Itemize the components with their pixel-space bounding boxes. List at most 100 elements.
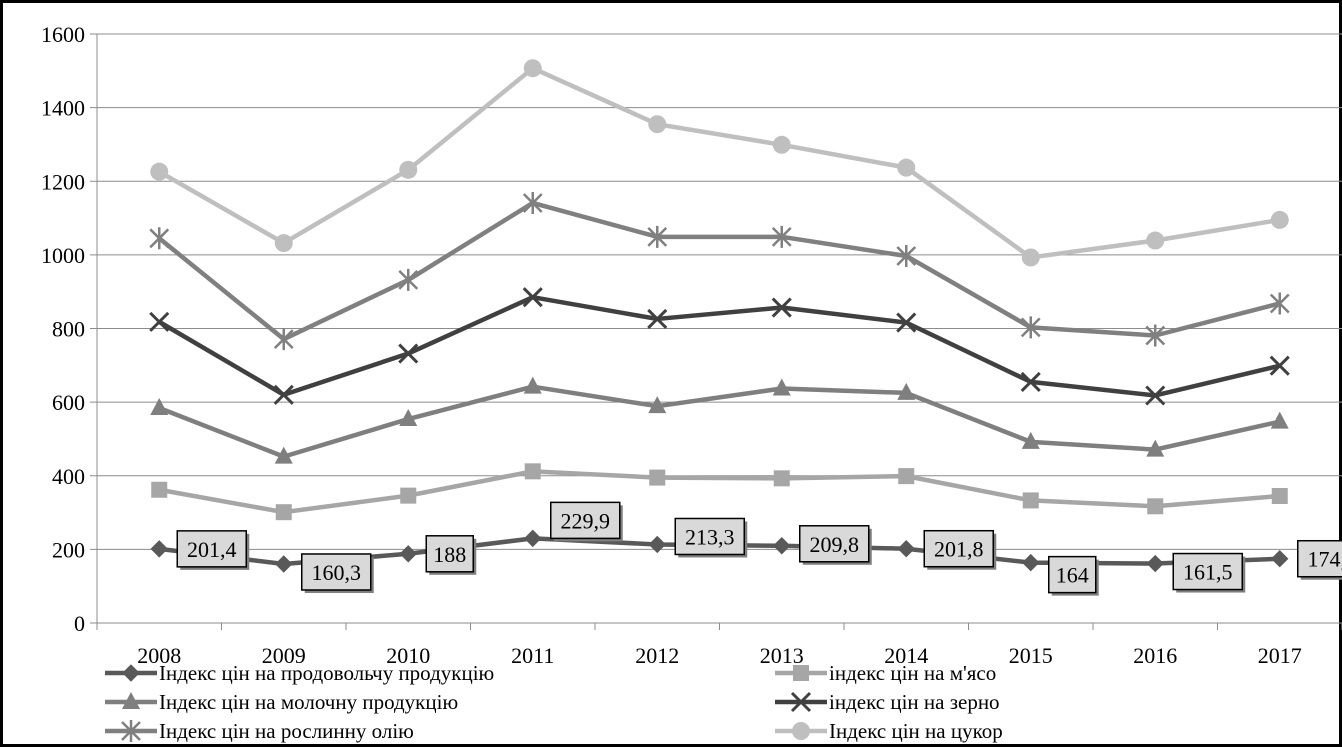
- series-line: [158, 294, 1281, 398]
- data-point: [1146, 554, 1164, 573]
- y-tick-label: 600: [52, 390, 85, 415]
- data-point: [1021, 431, 1040, 449]
- legend-item: Індекс цін на рослинну олію: [105, 719, 414, 743]
- data-point: [648, 396, 667, 414]
- data-label-text: 229,9: [561, 508, 611, 533]
- data-point: [274, 446, 293, 464]
- data-point: [896, 244, 917, 267]
- data-label-text: 188: [433, 542, 466, 567]
- data-point: [150, 398, 169, 416]
- y-tick-label: 1000: [41, 243, 85, 268]
- data-point: [773, 537, 791, 555]
- data-point: [1145, 385, 1166, 406]
- legend-label: індекс цін на м'ясо: [829, 661, 996, 685]
- data-label-box: [1172, 552, 1243, 591]
- data-point: [771, 297, 792, 318]
- data-label-text: 209,8: [810, 532, 860, 557]
- x-tick-label: 2012: [635, 643, 679, 668]
- x-tick-label: 2015: [1009, 643, 1053, 668]
- data-point: [1021, 248, 1040, 267]
- data-point: [149, 227, 170, 250]
- data-label: 161,5: [1172, 552, 1246, 593]
- data-point: [1145, 324, 1166, 347]
- data-point: [399, 545, 417, 563]
- x-tick-label: 2013: [760, 643, 804, 668]
- series-2: [151, 463, 1288, 521]
- data-point: [772, 378, 791, 396]
- legend-item: індекс цін на м'ясо: [775, 661, 996, 685]
- data-label: 201,4: [176, 530, 250, 570]
- series-line: [158, 65, 1281, 260]
- data-label-text: 161,5: [1183, 560, 1233, 585]
- data-point: [1269, 355, 1290, 376]
- data-label: 160,3: [301, 553, 374, 593]
- data-point: [1270, 411, 1289, 429]
- series-line: [157, 200, 1281, 342]
- data-point: [1147, 498, 1164, 515]
- legend: Індекс цін на продовольчу продукцію індек…: [105, 661, 1003, 743]
- legend-item: Індекс цін на молочну продукцію: [105, 690, 458, 714]
- data-label: 164: [1048, 555, 1099, 596]
- data-point: [648, 115, 667, 134]
- y-tick-label: 0: [74, 611, 85, 636]
- data-point: [149, 311, 170, 332]
- data-label: 229,9: [550, 501, 623, 542]
- data-point: [1271, 487, 1288, 504]
- data-label-box: [923, 529, 994, 568]
- data-label-text: 174,6: [1308, 547, 1342, 572]
- data-label-box: [1048, 555, 1097, 594]
- legend-item: Індекс цін на цукор: [775, 719, 1003, 743]
- data-point: [399, 409, 418, 427]
- data-point: [772, 135, 791, 154]
- x-tick-label: 2016: [1133, 643, 1177, 668]
- series-3: [150, 376, 1289, 464]
- data-label-box: [301, 553, 372, 591]
- data-label-box: [176, 530, 247, 568]
- data-point: [274, 234, 293, 253]
- data-point: [1020, 371, 1041, 392]
- legend-marker: [122, 664, 140, 682]
- data-point: [647, 308, 668, 329]
- series-6: [150, 59, 1289, 267]
- data-point: [273, 384, 294, 405]
- legend-item: індекс цін на зерно: [775, 690, 1000, 714]
- data-point: [773, 470, 790, 487]
- data-point: [1022, 553, 1040, 572]
- legend-label: Індекс цін на цукор: [829, 719, 1003, 743]
- data-point: [275, 555, 293, 573]
- data-point: [522, 191, 543, 214]
- data-point: [771, 225, 792, 248]
- data-label-text: 164: [1056, 563, 1089, 588]
- legend-label: Індекс цін на рослинну олію: [159, 719, 414, 743]
- legend-label: Індекс цін на молочну продукцію: [159, 690, 458, 714]
- series-line: [158, 469, 1280, 515]
- data-label-text: 160,3: [312, 560, 362, 585]
- data-point: [898, 468, 915, 485]
- data-point: [399, 160, 418, 179]
- x-tick-label: 2008: [137, 643, 181, 668]
- data-point: [1271, 550, 1289, 568]
- data-point: [1270, 210, 1289, 229]
- data-label: 201,8: [923, 529, 997, 570]
- legend-marker: [792, 722, 810, 740]
- series-4: [149, 287, 1290, 406]
- x-tick-label: 2011: [511, 643, 554, 668]
- y-tick-label: 200: [52, 537, 85, 562]
- axes: 0 200 400 600 800 1000 1200 1400 1600 2008 2009 201…: [41, 22, 1342, 668]
- data-point: [398, 343, 419, 364]
- data-point: [1020, 316, 1041, 339]
- data-point: [151, 481, 168, 498]
- data-point: [649, 469, 666, 486]
- data-point: [273, 328, 294, 351]
- x-tick-label: 2009: [262, 643, 306, 668]
- data-point: [150, 162, 169, 181]
- data-label-box: [1297, 539, 1342, 578]
- data-label: 209,8: [799, 525, 872, 565]
- legend-label: індекс цін на зерно: [829, 690, 1000, 714]
- y-tick-label: 1200: [41, 169, 85, 194]
- data-label-box: [799, 525, 870, 563]
- data-point: [522, 287, 543, 308]
- data-label-text: 213,3: [685, 524, 735, 549]
